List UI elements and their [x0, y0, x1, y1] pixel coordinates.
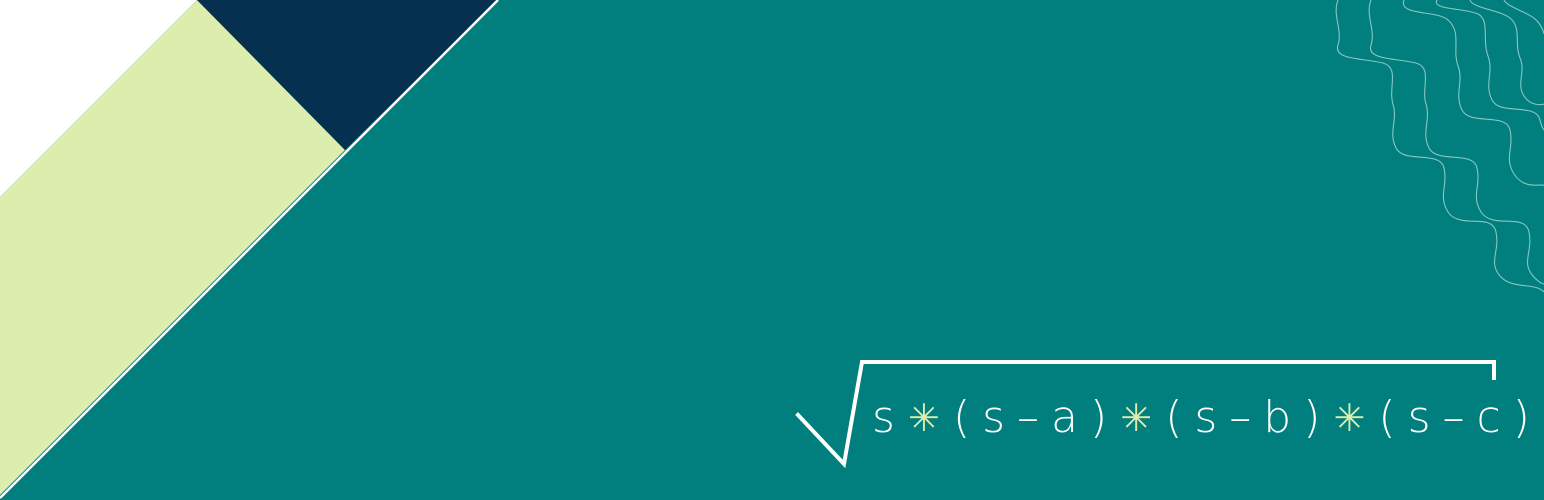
heron-formula: s ✳(s – a) ✳(s – b) ✳(s – c) — [872, 390, 1530, 446]
multiply-operator: ✳ — [1333, 396, 1366, 440]
formula-variable: s — [872, 392, 895, 443]
formula-parenthesis: ) — [1303, 392, 1321, 443]
wavy-line — [1435, 0, 1544, 131]
wavy-line — [1403, 0, 1544, 187]
navy-triangle — [197, 0, 497, 150]
minus-sign: – — [1442, 392, 1465, 443]
wavy-line — [1335, 0, 1544, 293]
lime-diagonal-band — [0, 0, 345, 495]
formula-variable: c — [1476, 392, 1501, 443]
formula-parenthesis: ) — [1512, 392, 1530, 443]
wavy-line — [1469, 0, 1544, 106]
formula-variable: b — [1263, 392, 1292, 443]
wavy-line — [1368, 0, 1544, 285]
diagonal-divider-line — [0, 0, 499, 499]
multiply-operator: ✳ — [908, 396, 940, 440]
formula-parenthesis: ( — [1165, 392, 1183, 443]
formula-parenthesis: ) — [1090, 392, 1108, 443]
formula-parenthesis: ( — [1378, 392, 1396, 443]
formula-variable: s — [1407, 392, 1431, 443]
multiply-operator: ✳ — [1120, 396, 1153, 440]
formula-variable: a — [1051, 392, 1079, 443]
formula-variable: s — [982, 392, 1006, 443]
formula-variable: s — [1194, 392, 1218, 443]
minus-sign: – — [1017, 392, 1040, 443]
square-root-symbol — [795, 360, 1496, 469]
minus-sign: – — [1229, 392, 1252, 443]
formula-parenthesis: ( — [952, 392, 971, 443]
